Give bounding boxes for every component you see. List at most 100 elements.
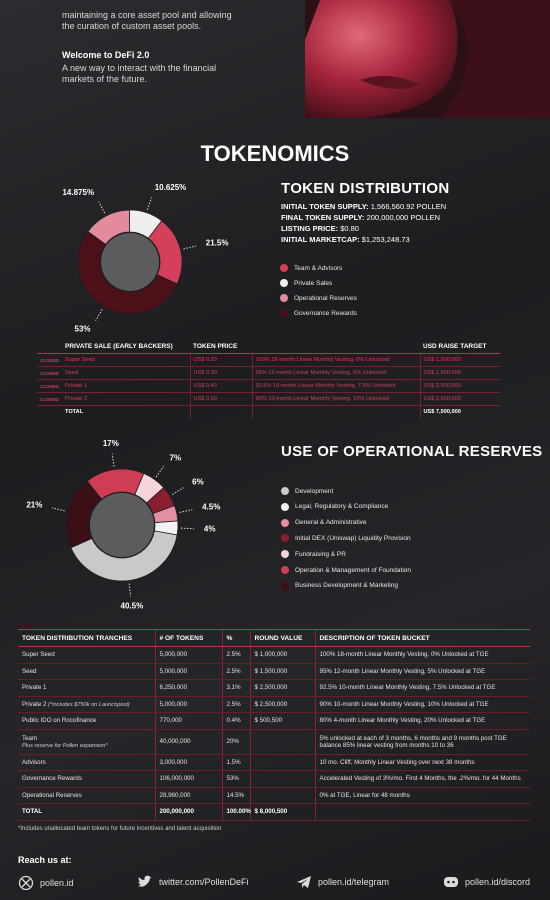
donut-slice [77,231,178,315]
table-row: CLOSED Private 2 US$ 0.50 90% 10-month Line… [37,392,500,406]
legend-swatch [280,294,288,302]
table-cell: Operational Reserves [18,787,155,804]
table-cell: 5,000,000 [154,696,222,713]
header-cell: USD RAISE TARGET [420,340,500,354]
legend-swatch [281,487,289,495]
slice-label: 17% [103,439,119,448]
table-row: Public IDO on Rocofinance 770,000 0.4% $ 50… [18,712,530,730]
table-row: Team Plus reserve for Pollen expansion* 40… [18,729,530,755]
web-icon [18,875,34,891]
token-stat: LISTING PRICE: $0.80 [281,224,359,233]
header-cell [252,340,420,354]
table-cell: US$ 2,500,000 [419,392,500,406]
table-cell: 0.4% [221,712,250,730]
legend-label: Governance Rewards [294,309,357,317]
stat-label: FINAL TOKEN SUPPLY: [281,213,365,222]
tagline-line: A new way to interact with the financial [62,63,217,73]
slice-label: 14.875% [62,188,94,197]
table-cell: Public IDO on Rocofinance [18,712,155,730]
table-cell [249,770,315,788]
slice-label: 4.5% [202,503,220,512]
table-cell: US$ 2,500,000 [419,379,500,393]
private-sale-table: PRIVATE SALE (EARLY BACKERS) TOKEN PRICE U… [37,340,500,418]
legend-item: Governance Rewards [280,309,357,317]
contact-link[interactable]: twitter.com/PollenDeFi [137,875,249,889]
link-text[interactable]: twitter.com/PollenDeFi [159,877,249,887]
donut-slice [65,480,103,549]
twitter-icon [138,875,152,887]
table-cell: Advisors [18,754,155,771]
table-cell: $ 2,500,000 [249,679,315,697]
total-cell: 200,000,000 [154,803,222,821]
legend-swatch [280,264,288,272]
status-cell: CLOSED [37,366,62,380]
table-cell: Private 1 [18,679,155,697]
donut-center [101,233,159,291]
contact-link[interactable]: pollen.id/discord [443,875,530,889]
stat-label: INITIAL MARKETCAP: [281,235,360,244]
table-cell: 2.5% [221,646,250,664]
legend-item: General & Administrative [281,518,367,527]
table-row: CLOSED Seed US$ 0.30 95% 12-month Linear Mo… [37,366,500,380]
hero-image [305,0,550,118]
table-cell: 2.5% [221,663,250,680]
legend-swatch [281,550,289,559]
legend-swatch [281,518,289,527]
header-cell: ROUND VALUE [249,629,315,647]
table-cell: 0% at TGE, Linear for 48 months [314,787,530,804]
table-cell: US$ 1,000,000 [419,353,500,367]
header-cell: TOKEN DISTRIBUTION TRANCHES [18,629,155,647]
donut-chart: 40.5% 4% 4.5% 6% 7% 17% 21% [26,439,220,611]
table-cell: Seed [62,366,190,380]
leader-line [180,527,194,530]
link-text[interactable]: pollen.id/discord [465,877,531,887]
intro-line: the curation of custom asset pools. [62,21,202,31]
table-row: Operational Reserves 28,980,000 14.5% 0% at… [18,787,530,804]
table-cell: 20% [221,729,250,755]
contact-link[interactable]: pollen.id/telegram [296,875,389,889]
header-cell: PRIVATE SALE (EARLY BACKERS) [62,340,190,354]
donut-chart: 21.5% 10.625% 14.875% 53% [62,183,228,333]
table-cell [249,787,315,804]
link-text[interactable]: pollen.id [40,878,74,888]
footnote: *Includes unallocated team tokens for fu… [18,826,222,832]
link-text[interactable]: pollen.id/telegram [318,877,390,887]
tranche-note: Plus reserve for Pollen expansion* [22,742,108,749]
legend-swatch [281,566,289,574]
table-cell: US$ 0.20 [189,353,252,367]
leader-line [51,507,65,512]
status-cell: CLOSED [37,379,62,393]
leader-line [95,309,103,321]
table-cell: $ 1,500,000 [249,663,315,680]
table-cell: US$ 0.50 [189,392,252,406]
table-cell: 770,000 [154,712,222,730]
contact-link[interactable]: pollen.id [18,875,74,891]
table-cell: $ 500,500 [249,712,315,730]
table-cell: 92.5% 10-month Linear Monthly Vesting, 7… [251,379,420,393]
tagline-line: markets of the future. [62,74,148,84]
total-cell [189,405,252,418]
table-cell [249,754,315,771]
header-row: TOKEN DISTRIBUTION TRANCHES # OF TOKENS% R… [18,629,530,647]
total-cell [37,406,62,419]
table-cell: 2.5% [221,696,250,713]
leader-line [172,487,184,495]
header-cell: # OF TOKENS [154,629,222,647]
table-cell: 1.5% [221,754,250,771]
total-cell [251,405,420,418]
table-cell: 100% 18-month Linear Monthly Vesting, 0%… [251,353,420,367]
token-stat: INITIAL MARKETCAP: $1,253,248.73 [281,235,410,244]
table-row: Governance Rewards 106,000,000 53% Accelera… [18,770,530,788]
legend-label: Team & Advisors [294,264,343,272]
legend-swatch [281,581,289,590]
status-cell: CLOSED [37,353,62,367]
stat-value: 200,000,000 POLLEN [366,213,440,222]
slice-label: 40.5% [121,602,144,611]
legend-label: Operation & Management of Foundation [295,566,411,574]
section-title: USE OF OPERATIONAL RESERVES [281,443,543,460]
header-cell: DESCRIPTION OF TOKEN BUCKET [314,629,530,647]
slice-label: 10.625% [155,183,187,192]
leader-line [128,583,132,597]
table-cell: 5% unlocked at each of 3 months, 6 month… [314,729,530,755]
legend-item: Initial DEX (Uniswap) Liquidity Provisio… [281,534,411,543]
